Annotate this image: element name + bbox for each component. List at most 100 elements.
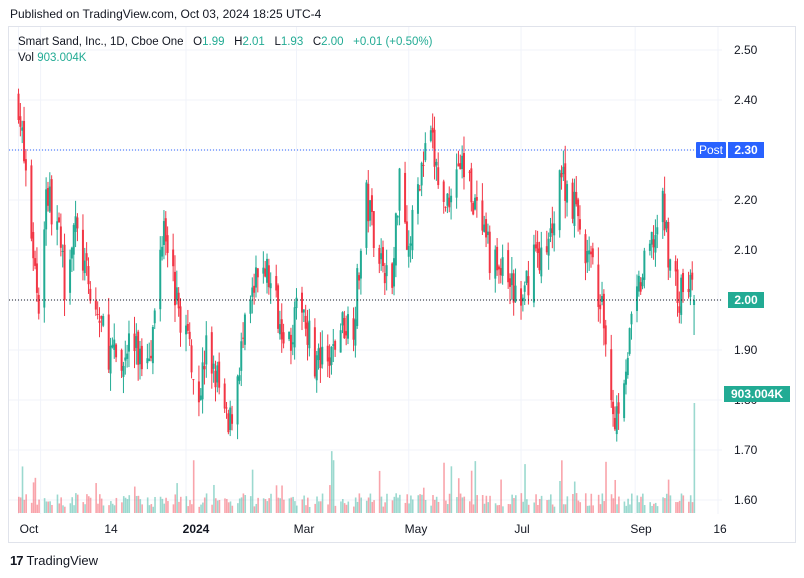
candle-body (462, 153, 465, 178)
price-tick-label: 1.60 (734, 493, 758, 507)
volume-bar (327, 504, 329, 513)
volume-bar (319, 501, 322, 513)
volume-bar (535, 494, 537, 513)
volume-bar (487, 502, 490, 513)
volume-bar (406, 494, 409, 513)
candle-body (251, 287, 254, 297)
volume-bar (305, 505, 307, 513)
volume-bar (110, 501, 112, 513)
volume-bar (693, 403, 696, 513)
candle-body (475, 197, 478, 201)
volume-bar (599, 504, 602, 513)
volume-bar (211, 504, 213, 513)
candle-body (46, 188, 49, 206)
chart-frame (8, 26, 796, 543)
candle-body (404, 172, 407, 223)
volume-bar (419, 494, 421, 513)
candle-body (409, 243, 412, 246)
price-tick-label: 1.90 (734, 343, 758, 357)
volume-bar (382, 506, 385, 513)
candle-body (394, 213, 397, 266)
candle-body (256, 268, 259, 278)
volume-bar (135, 495, 138, 513)
candle-body (229, 407, 232, 430)
candle-body (34, 258, 37, 266)
candle-body (446, 193, 449, 206)
candle-body (407, 245, 410, 257)
volume-bar (605, 461, 607, 513)
volume-bar (115, 497, 118, 513)
volume-bar (678, 500, 681, 513)
candle-body (604, 325, 607, 345)
volume-bar (601, 493, 604, 513)
volume-bar (665, 493, 668, 513)
volume-bar (36, 504, 39, 513)
volume-bar (559, 480, 561, 513)
tradingview-icon: 17 (10, 553, 24, 568)
time-tick-label: 2024 (183, 522, 210, 536)
candle-body (100, 315, 103, 319)
volume-bar (279, 498, 282, 513)
candle-body (94, 300, 97, 310)
candle-body (23, 120, 26, 162)
candle-body (295, 297, 298, 309)
candle-body (81, 229, 84, 271)
candle-body (602, 293, 605, 329)
volume-bar (216, 500, 219, 513)
volume-bars (18, 403, 696, 513)
candle-body (72, 225, 75, 255)
candle-body (334, 341, 337, 350)
volume-bar (174, 494, 177, 513)
candle-body (468, 171, 471, 173)
volume-bar (483, 503, 486, 513)
change-value: +0.01 (+0.50%) (353, 36, 433, 48)
volume-bar (378, 470, 381, 513)
volume-bar (689, 495, 692, 513)
volume-bar (588, 505, 591, 513)
candle-body (551, 223, 554, 234)
volume-bar (290, 497, 293, 513)
volume-bar (75, 493, 77, 513)
volume-bar (410, 495, 412, 513)
volume-bar (584, 493, 587, 513)
volume-bar (18, 496, 20, 513)
tradingview-logo[interactable]: 17 TradingView (10, 553, 98, 568)
candle-body (199, 395, 202, 401)
candle-body (203, 366, 206, 370)
candle-body (455, 169, 458, 198)
candle-body (227, 413, 230, 433)
price-axis: 2.502.402.302.202.102.001.901.801.701.60… (696, 43, 790, 507)
high-value: 2.01 (242, 36, 265, 48)
volume-bar (612, 498, 615, 513)
volume-bar (662, 497, 664, 513)
candle-body (326, 345, 329, 362)
candle-body (69, 259, 72, 293)
candle-body (510, 273, 513, 286)
candle-body (140, 345, 143, 370)
volume-bar (213, 484, 215, 513)
candle-body (521, 297, 524, 302)
candle-body (553, 223, 556, 236)
volume-bar (47, 501, 50, 513)
volume-bar (667, 479, 670, 513)
candle-body (280, 319, 283, 340)
brand-name: TradingView (26, 553, 99, 568)
volume-bar (332, 460, 335, 513)
volume-bar (227, 502, 230, 513)
candle-body (37, 294, 40, 314)
candle-body (512, 273, 515, 303)
candle-body (58, 217, 61, 223)
volume-bar (649, 502, 651, 513)
candle-body (617, 402, 620, 414)
volume-bar (360, 497, 362, 513)
candle-body (269, 283, 272, 289)
candle-body (508, 278, 511, 287)
volume-bar (163, 503, 166, 513)
volume-bar (262, 498, 265, 513)
candle-body (162, 221, 165, 246)
volume-bar (244, 495, 247, 513)
volume-bar (97, 503, 99, 513)
candle-body (98, 320, 101, 323)
volume-bar (630, 493, 633, 513)
